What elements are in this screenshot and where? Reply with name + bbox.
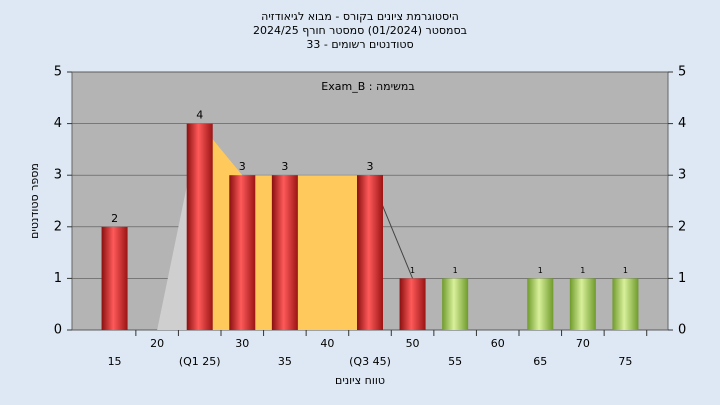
bar <box>442 278 469 330</box>
chart-subtitle: סטודנטים רשומים - 33 <box>306 38 413 51</box>
x-axis-label: טווח ציונים <box>335 374 385 387</box>
bar <box>527 278 554 330</box>
y-tick-label: 0 <box>54 323 62 338</box>
bar <box>612 278 639 330</box>
y-tick-label: 2 <box>54 219 62 234</box>
bar <box>271 175 298 330</box>
bar <box>357 175 383 330</box>
x-tick-label: 50 <box>406 337 420 350</box>
y2-tick-label: 3 <box>678 168 686 183</box>
value-label: 2 <box>111 212 118 225</box>
y-tick-label: 1 <box>54 271 62 286</box>
value-label: 3 <box>239 160 246 173</box>
x-tick-label: 65 <box>533 355 547 368</box>
y2-tick-label: 2 <box>678 219 686 234</box>
x-tick-label: 55 <box>448 355 462 368</box>
y2-tick-label: 5 <box>678 65 686 80</box>
value-label: 1 <box>623 266 628 275</box>
value-label: 1 <box>410 266 415 275</box>
value-label: 4 <box>196 109 203 122</box>
y-tick-label: 3 <box>54 168 62 183</box>
x-tick-label: 40 <box>320 337 334 350</box>
y2-tick-label: 4 <box>678 116 686 131</box>
x-tick-label: 20 <box>150 337 164 350</box>
chart-subtitle: בסמסטר (01/2024) סמסטר חורף 2024/25 <box>253 24 467 37</box>
bar <box>186 123 213 330</box>
y2-tick-label: 0 <box>678 323 686 338</box>
y-axis-label: מספר סטודנטים <box>28 163 41 239</box>
y2-tick-label: 1 <box>678 271 686 286</box>
bar <box>399 278 426 330</box>
bar <box>229 175 256 330</box>
x-tick-label: (Q1 25) <box>179 355 221 368</box>
x-tick-label: (Q3 45) <box>349 355 391 368</box>
value-label: 1 <box>453 266 458 275</box>
value-label: 3 <box>367 160 374 173</box>
chart-title: היסטוגרמת ציונים בקורס - מבוא לגיאודזיה <box>261 10 459 23</box>
y-tick-label: 4 <box>54 116 62 131</box>
x-tick-label: 60 <box>491 337 505 350</box>
bar <box>101 226 128 330</box>
x-tick-label: 35 <box>278 355 292 368</box>
x-tick-label: 75 <box>618 355 632 368</box>
x-tick-label: 15 <box>108 355 122 368</box>
x-tick-label: 30 <box>235 337 249 350</box>
value-label: 1 <box>538 266 543 275</box>
bar <box>569 278 596 330</box>
annotation: במשימה : Exam_B <box>321 80 414 93</box>
value-label: 1 <box>580 266 585 275</box>
x-tick-label: 70 <box>576 337 590 350</box>
value-label: 3 <box>281 160 288 173</box>
y-tick-label: 5 <box>54 65 62 80</box>
